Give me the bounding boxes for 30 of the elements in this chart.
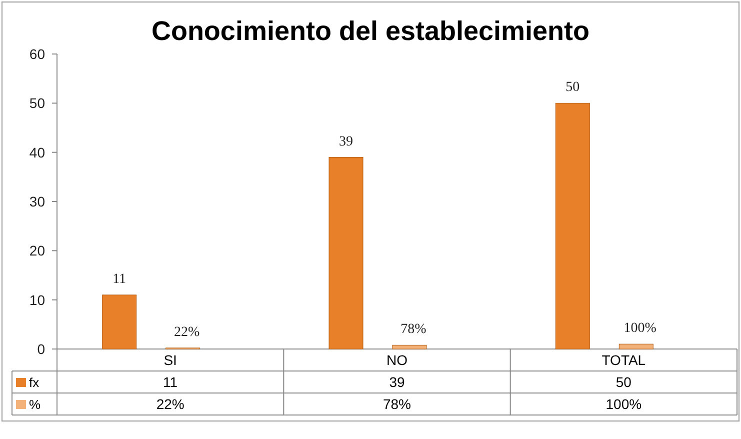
data-label: 50: [616, 374, 632, 390]
bar: [392, 344, 427, 350]
text: 78%: [400, 322, 426, 338]
text: 50: [566, 80, 580, 96]
data-label: 22%: [156, 396, 184, 412]
chart-title: Conocimiento del establecimiento: [151, 16, 590, 46]
text: 39: [339, 134, 353, 150]
text: 11: [112, 272, 126, 287]
text: 100%: [624, 321, 656, 336]
data-label: 39: [389, 374, 405, 390]
bar: [618, 344, 654, 350]
bar: [328, 157, 364, 350]
y-tick-label: 50: [29, 95, 46, 112]
bar: [102, 294, 137, 350]
data-label: 100%: [606, 396, 642, 412]
x-tick-label: TOTAL: [602, 352, 646, 368]
y-tick-label: 60: [29, 46, 46, 62]
legend-label: %: [29, 397, 41, 412]
x-tick-label: NO: [386, 352, 408, 368]
data-label: 11: [163, 374, 178, 390]
y-tick-label: 10: [29, 292, 46, 308]
x-tick-label: SI: [164, 352, 177, 368]
data-label: 78%: [382, 396, 412, 412]
y-tick-label: 20: [29, 242, 46, 259]
bar: [555, 102, 590, 350]
y-tick-label: 30: [29, 194, 46, 210]
y-tick-label: 40: [29, 144, 46, 160]
legend-label: fx: [29, 375, 40, 390]
text: 22%: [174, 324, 200, 340]
y-tick-label: 0: [37, 341, 46, 357]
